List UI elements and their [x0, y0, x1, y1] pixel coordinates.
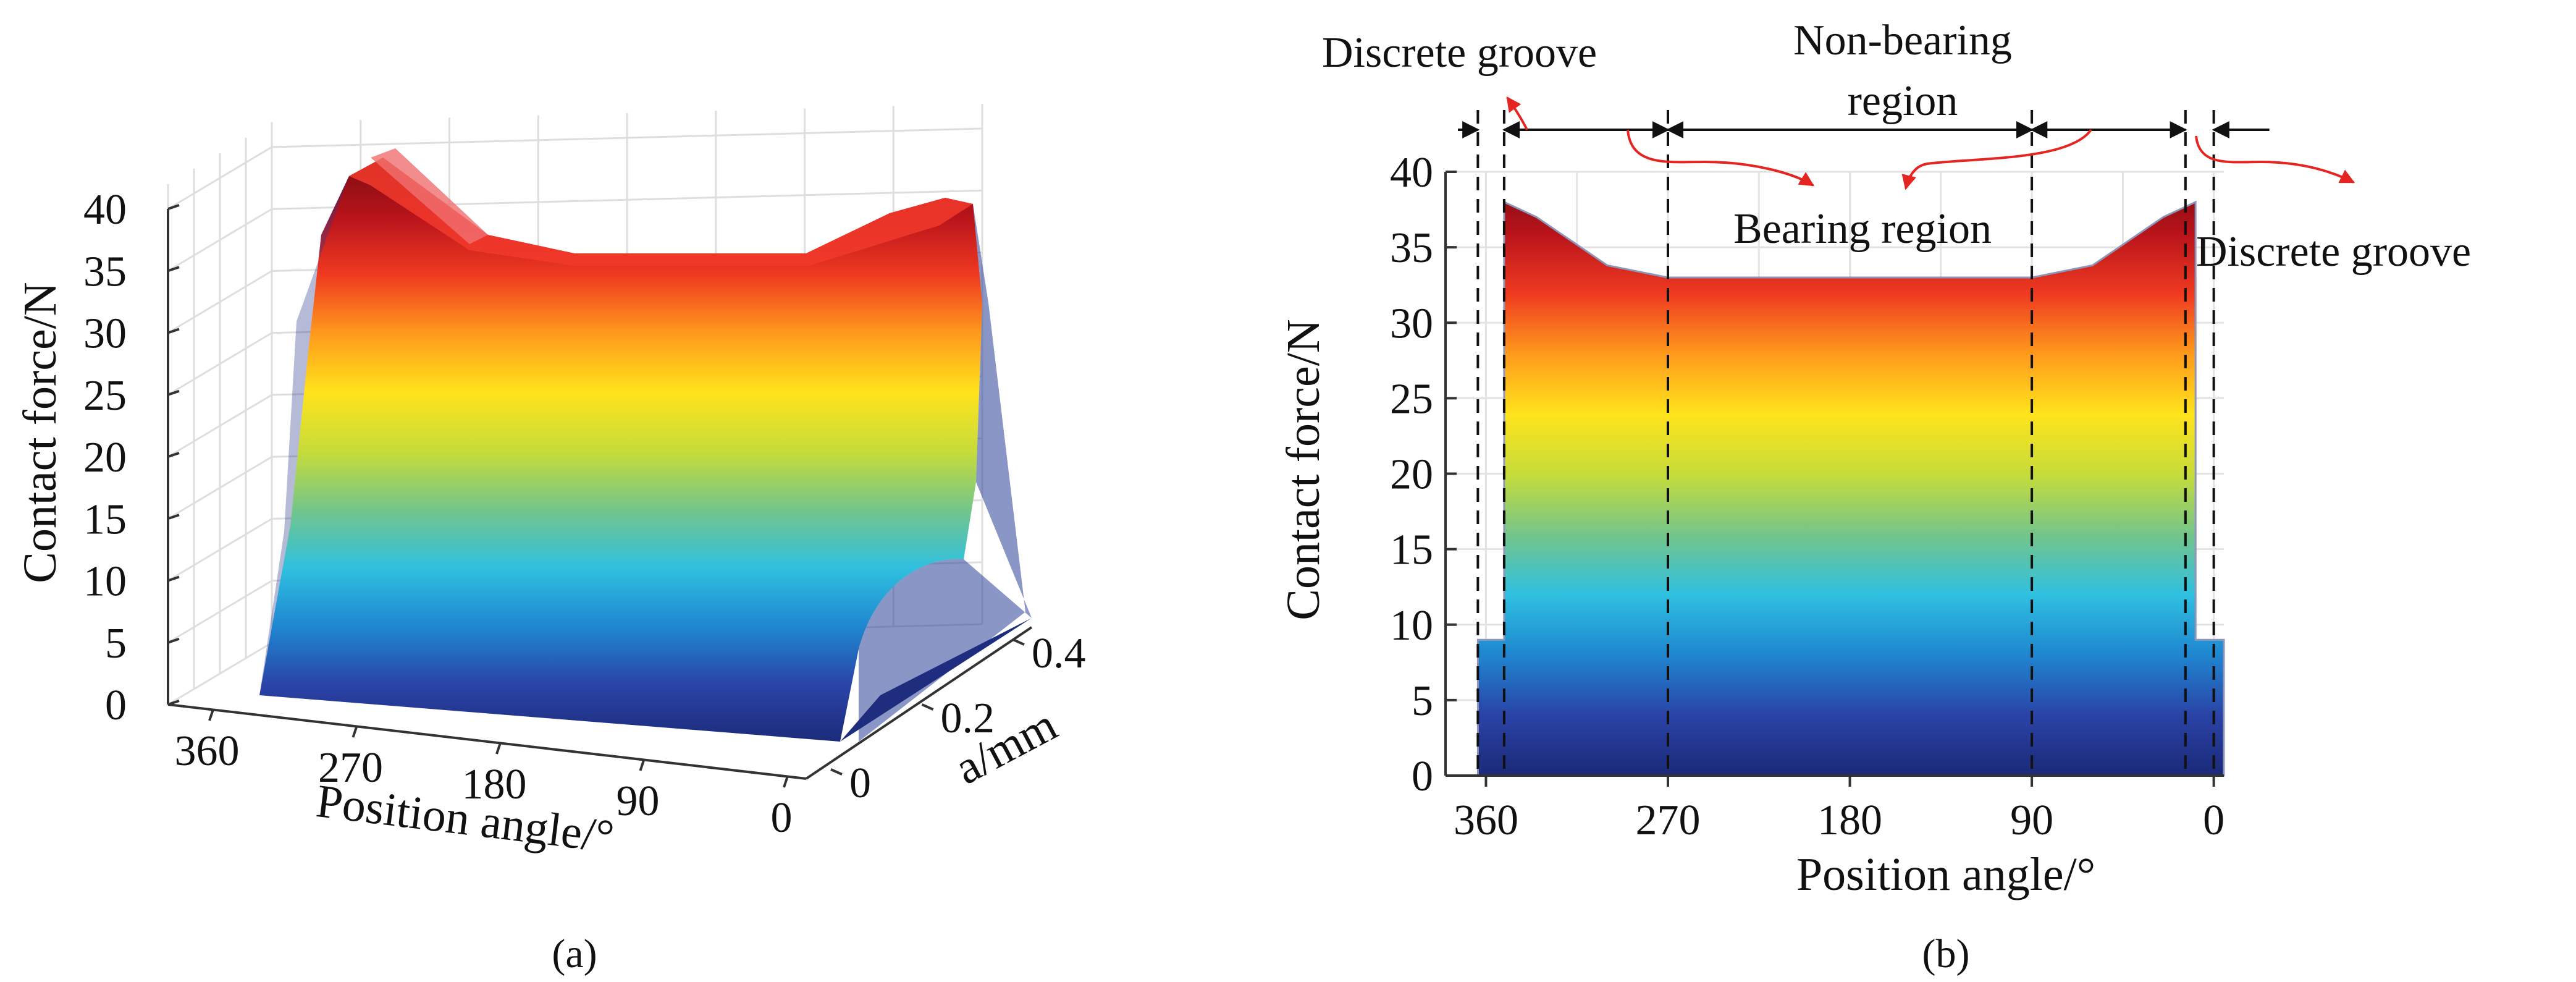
panel-b-y-tick-labels: 0 5 10 15 20 25 30 35 40 — [1390, 149, 1457, 800]
surface-front-face — [259, 158, 982, 742]
x-tick — [351, 726, 358, 738]
annotation-non-bearing-line2: region — [1848, 77, 1958, 125]
x-tick-label: 180 — [1817, 797, 1882, 844]
z-tick-label: 0.2 — [941, 695, 995, 742]
panel-a-x-tick-labels: 360 270 180 90 0 — [175, 709, 793, 842]
panel-a: 0 5 10 15 20 25 30 35 40 360 270 180 90 0 0 0.2 0.4 Co… — [14, 103, 1086, 976]
panel-b-y-axis-label: Contact force/N — [1277, 319, 1329, 620]
y-tick — [167, 637, 180, 644]
x-tick — [783, 776, 789, 788]
surface-peak-highlight — [371, 148, 488, 244]
y-tick-label: 35 — [83, 248, 127, 295]
panel-b-x-tick-labels: 360 270 180 90 0 — [1454, 776, 2225, 844]
surface-left-edge — [259, 176, 349, 695]
surface-top-ridge — [349, 158, 973, 266]
red-annotation-arrow — [1506, 96, 1528, 130]
y-tick — [167, 389, 180, 396]
red-annotation-arrow — [1901, 129, 2092, 190]
annotation-discrete-groove-left: Discrete groove — [1322, 29, 1597, 77]
y-tick-label: 5 — [1412, 677, 1433, 725]
panel-b-x-axis-label: Position angle/° — [1796, 849, 2095, 900]
y-tick-label: 20 — [1390, 451, 1433, 499]
z-tick — [830, 768, 843, 776]
x-tick — [208, 709, 214, 721]
y-tick-label: 40 — [1390, 149, 1433, 197]
y-tick-label: 20 — [83, 434, 127, 481]
x-tick-label: 360 — [175, 727, 240, 775]
panel-b-annotation-arrows — [1506, 96, 2355, 190]
y-tick-label: 15 — [1390, 527, 1433, 574]
surface-floor-sheet — [840, 618, 1032, 742]
panel-a-y-tick-labels: 0 5 10 15 20 25 30 35 40 — [83, 186, 180, 729]
z-axis-line — [805, 626, 1033, 780]
y-tick — [167, 514, 180, 520]
x-tick-label: 90 — [617, 777, 660, 825]
y-tick-label: 30 — [1390, 300, 1433, 347]
z-tick — [1012, 638, 1025, 646]
y-tick-label: 30 — [83, 310, 127, 358]
y-tick — [167, 452, 180, 458]
z-tick — [921, 703, 934, 711]
red-annotation-arrow — [1627, 129, 1815, 187]
z-tick-label: 0.4 — [1032, 630, 1086, 677]
red-annotation-arrow — [2195, 135, 2355, 184]
annotation-bearing-region: Bearing region — [1733, 205, 1992, 253]
x-tick-label: 90 — [2010, 797, 2053, 844]
y-tick-label: 25 — [83, 372, 127, 420]
y-tick — [167, 328, 180, 334]
annotation-non-bearing-line1: Non-bearing — [1793, 17, 2012, 64]
panel-b: 0 5 10 15 20 25 30 35 40 360 270 180 90 0 Contact fo… — [1277, 17, 2471, 976]
annotation-discrete-groove-right: Discrete groove — [2196, 228, 2471, 276]
y-tick-label: 35 — [1390, 224, 1433, 272]
y-tick — [167, 266, 180, 273]
panel-a-y-axis-label: Contact force/N — [14, 282, 66, 583]
y-tick — [167, 700, 180, 706]
x-tick-label: 0 — [771, 794, 793, 842]
y-tick-label: 0 — [1412, 753, 1433, 800]
surface-right-side — [859, 204, 1032, 742]
x-tick — [639, 759, 646, 771]
x-tick-label: 360 — [1454, 797, 1518, 844]
y-tick-label: 15 — [83, 496, 127, 543]
y-tick-label: 40 — [83, 186, 127, 234]
y-tick-label: 10 — [83, 558, 127, 606]
x-axis-line — [167, 703, 807, 780]
y-tick-label: 25 — [1390, 375, 1433, 423]
y-tick-label: 0 — [105, 682, 127, 729]
panel-a-caption: (a) — [552, 931, 597, 976]
x-tick-label: 0 — [2203, 797, 2225, 844]
panel-a-z-tick-labels: 0 0.2 0.4 — [830, 630, 1086, 807]
panel-a-surface — [259, 148, 1032, 742]
x-tick — [495, 742, 502, 755]
y-tick-label: 5 — [105, 620, 127, 667]
y-tick-label: 10 — [1390, 602, 1433, 650]
x-tick-label: 270 — [318, 744, 383, 792]
y-tick — [167, 575, 180, 582]
z-tick-label: 0 — [849, 760, 871, 807]
panel-b-force-area — [1476, 200, 2225, 777]
y-tick — [167, 204, 180, 210]
x-tick-label: 270 — [1636, 797, 1701, 844]
x-tick-label: 180 — [462, 761, 527, 808]
panel-b-caption: (b) — [1922, 931, 1970, 976]
